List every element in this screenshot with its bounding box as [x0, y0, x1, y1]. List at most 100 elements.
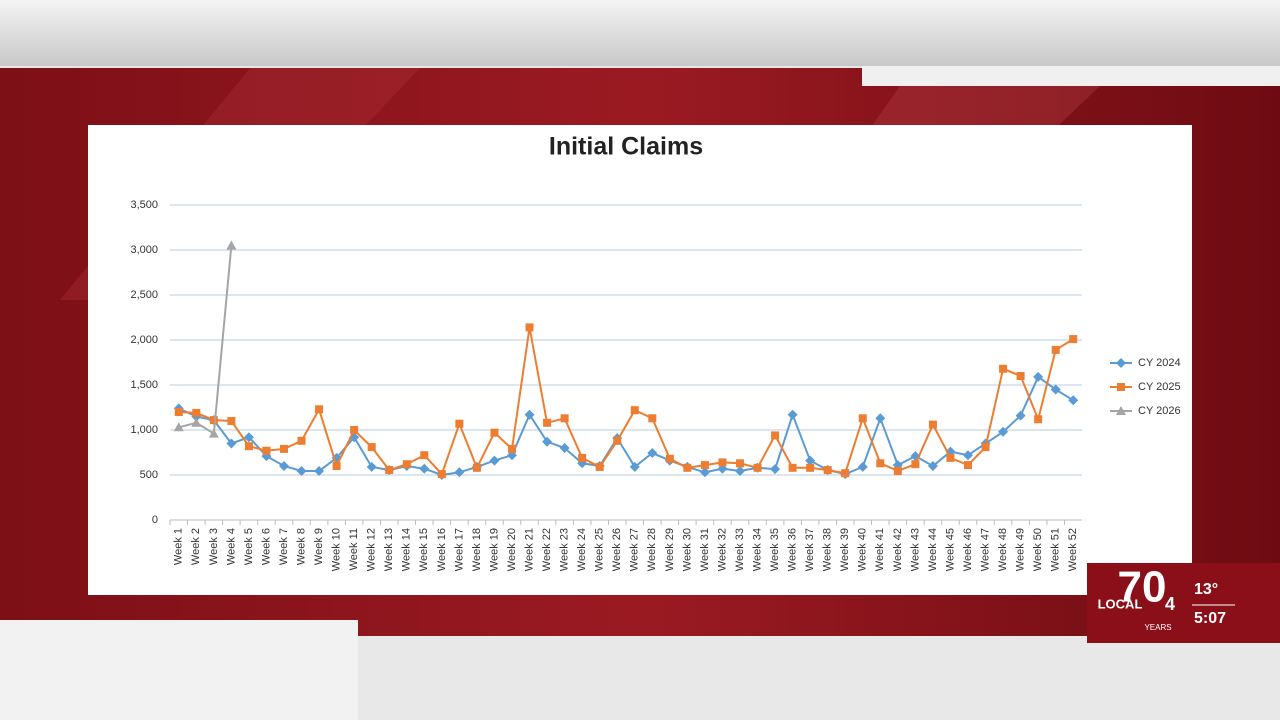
marker	[279, 461, 289, 471]
marker	[1068, 395, 1079, 406]
x-tick-label: Week 42	[892, 528, 904, 571]
marker	[315, 405, 324, 414]
marker	[629, 461, 640, 472]
marker	[208, 428, 219, 438]
marker	[683, 463, 692, 472]
x-tick-label: Week 32	[716, 528, 728, 571]
marker	[173, 422, 184, 432]
marker	[437, 470, 446, 479]
logo-station: LOCAL	[1098, 596, 1143, 611]
bottom-band	[0, 620, 358, 720]
x-tick-label: Week 35	[769, 528, 781, 571]
marker	[699, 467, 710, 478]
marker	[841, 469, 850, 478]
legend-label: CY 2026	[1138, 405, 1181, 417]
x-tick-label: Week 7	[278, 528, 290, 565]
marker	[981, 443, 990, 452]
marker	[490, 428, 499, 437]
marker	[402, 460, 411, 469]
x-tick-label: Week 50	[1032, 528, 1044, 571]
marker	[999, 364, 1008, 373]
logo-number: 70	[1118, 563, 1167, 612]
x-tick-label: Week 48	[997, 528, 1009, 571]
x-tick-label: Week 40	[857, 528, 869, 571]
y-tick-label: 0	[152, 514, 158, 526]
y-tick-label: 3,500	[130, 199, 158, 211]
x-tick-label: Week 46	[962, 528, 974, 571]
x-tick-label: Week 36	[787, 528, 799, 571]
marker	[192, 408, 201, 417]
marker	[735, 465, 745, 476]
marker	[1016, 372, 1025, 380]
marker	[350, 426, 359, 434]
marker	[1034, 415, 1043, 424]
legend-label: CY 2025	[1138, 381, 1181, 393]
x-tick-label: Week 19	[488, 528, 500, 571]
marker	[1069, 335, 1078, 344]
y-tick-label: 3,000	[130, 244, 158, 256]
marker	[1033, 371, 1044, 382]
marker	[875, 413, 886, 424]
marker	[595, 462, 604, 471]
x-tick-label: Week 12	[366, 528, 378, 571]
x-tick-label: Week 43	[909, 528, 921, 571]
marker	[718, 458, 727, 467]
x-tick-label: Week 18	[471, 528, 483, 571]
marker	[858, 414, 867, 423]
marker	[525, 323, 534, 332]
marker	[543, 418, 552, 427]
marker	[244, 442, 253, 451]
x-tick-label: Week 17	[453, 528, 465, 571]
x-tick-label: Week 5	[243, 528, 255, 565]
marker	[927, 461, 938, 471]
marker	[542, 436, 553, 447]
marker	[964, 461, 972, 470]
marker	[524, 409, 535, 420]
x-tick-label: Week 9	[313, 528, 325, 565]
marker	[226, 438, 237, 449]
x-tick-label: Week 6	[260, 528, 272, 565]
x-tick-label: Week 23	[559, 528, 571, 571]
x-tick-label: Week 41	[874, 528, 886, 571]
marker	[455, 419, 464, 428]
marker	[489, 455, 500, 466]
marker	[1015, 410, 1026, 421]
marker	[893, 466, 902, 475]
x-tick-label: Week 1	[173, 528, 185, 565]
marker	[771, 431, 780, 440]
marker	[472, 463, 481, 472]
marker	[559, 443, 570, 453]
x-tick-label: Week 29	[664, 528, 676, 571]
x-tick-label: Week 26	[611, 528, 623, 571]
marker	[191, 417, 202, 427]
chart-card	[88, 125, 1192, 595]
marker	[1050, 384, 1061, 395]
marker	[280, 444, 288, 453]
marker	[805, 455, 816, 466]
x-tick-label: Week 14	[401, 528, 413, 571]
y-tick-label: 1,500	[130, 379, 158, 391]
marker	[647, 447, 658, 458]
marker	[385, 466, 394, 475]
x-tick-label: Week 8	[295, 528, 307, 565]
marker	[578, 453, 587, 462]
x-tick-label: Week 2	[190, 528, 202, 565]
y-tick-label: 500	[140, 469, 158, 481]
x-tick-label: Week 20	[506, 528, 518, 571]
x-tick-label: Week 25	[594, 528, 606, 571]
marker	[367, 443, 376, 452]
series-line	[178, 327, 1074, 476]
marker	[928, 420, 937, 429]
marker	[508, 444, 516, 453]
y-tick-label: 1,000	[130, 424, 158, 436]
x-tick-label: Week 31	[699, 528, 711, 571]
marker	[174, 408, 183, 416]
marker	[227, 417, 236, 425]
marker	[1051, 345, 1060, 354]
y-tick-label: 2,500	[130, 289, 158, 301]
marker	[998, 426, 1009, 437]
marker	[788, 463, 797, 472]
x-tick-label: Week 11	[348, 528, 360, 570]
